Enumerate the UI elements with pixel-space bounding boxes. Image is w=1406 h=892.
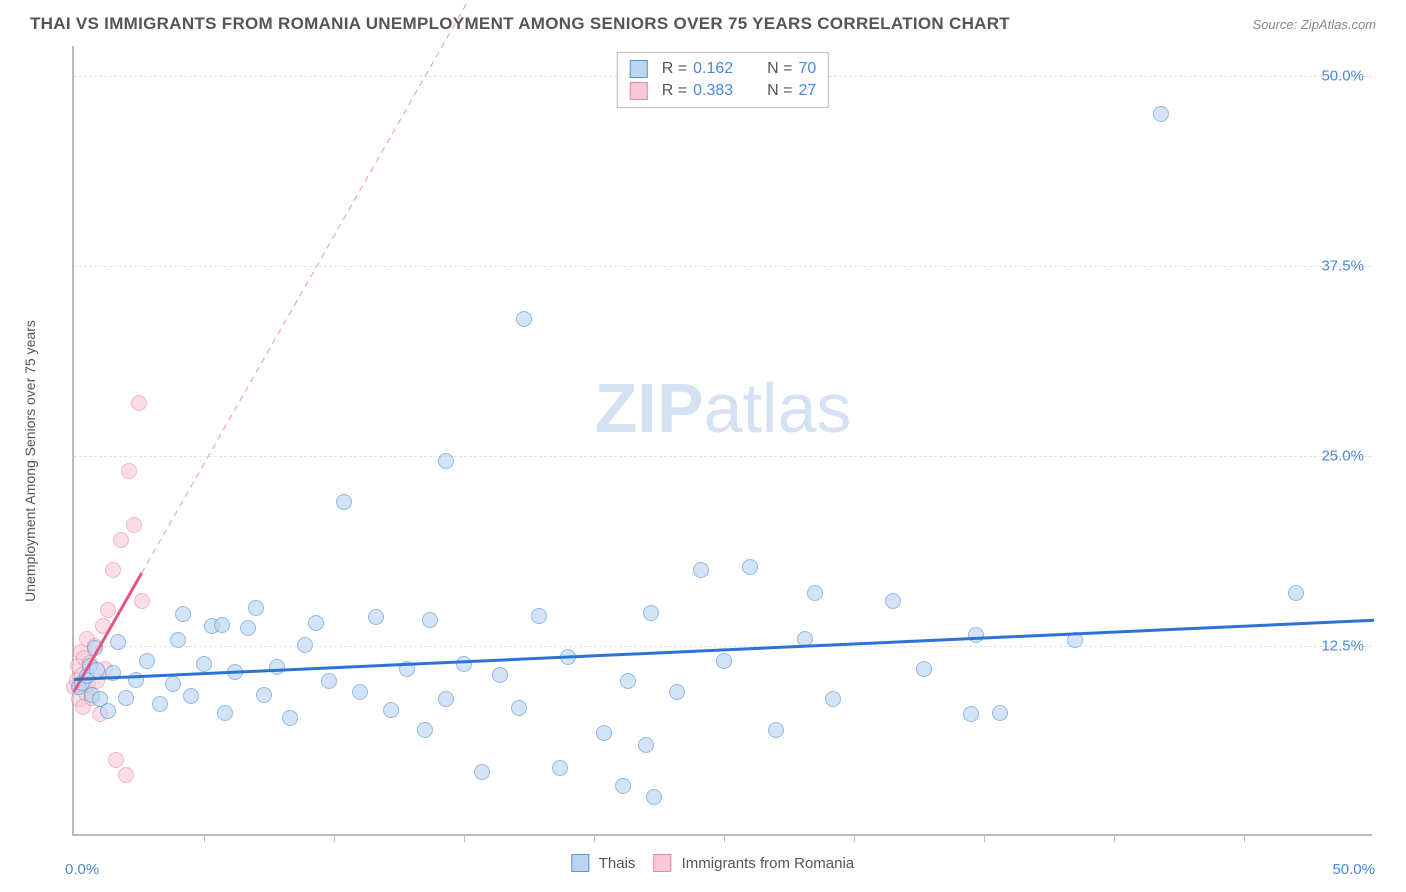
legend-swatch-romania	[653, 854, 671, 872]
legend-row-thai: R = 0.162 N = 70	[630, 58, 816, 80]
n-label: N =	[767, 60, 792, 78]
correlation-legend: R = 0.162 N = 70 R = 0.383 N = 27	[617, 52, 829, 108]
legend-item-romania: Immigrants from Romania	[653, 854, 854, 872]
x-origin-label: 0.0%	[65, 861, 99, 878]
plot-area: ZIPatlas R = 0.162 N = 70 R = 0.383 N = …	[72, 46, 1372, 836]
r-label: R =	[662, 60, 687, 78]
r-label: R =	[662, 82, 687, 100]
r-value-thai: 0.162	[693, 60, 753, 78]
legend-swatch-romania	[630, 82, 648, 100]
trend-lines-layer	[74, 46, 1374, 836]
n-value-romania: 27	[798, 82, 816, 100]
n-label: N =	[767, 82, 792, 100]
legend-row-romania: R = 0.383 N = 27	[630, 80, 816, 102]
legend-label-romania: Immigrants from Romania	[682, 855, 855, 872]
legend-swatch-thai	[630, 60, 648, 78]
series-legend: Thais Immigrants from Romania	[571, 854, 854, 872]
r-value-romania: 0.383	[693, 82, 753, 100]
legend-swatch-thai	[571, 854, 589, 872]
legend-item-thai: Thais	[571, 854, 636, 872]
chart-container: Unemployment Among Seniors over 75 years…	[40, 46, 1385, 876]
source-attribution: Source: ZipAtlas.com	[1252, 17, 1376, 32]
y-axis-label: Unemployment Among Seniors over 75 years	[22, 320, 38, 602]
x-end-label: 50.0%	[1332, 861, 1375, 878]
n-value-thai: 70	[798, 60, 816, 78]
legend-label-thai: Thais	[599, 855, 636, 872]
chart-title: THAI VS IMMIGRANTS FROM ROMANIA UNEMPLOY…	[30, 14, 1010, 34]
